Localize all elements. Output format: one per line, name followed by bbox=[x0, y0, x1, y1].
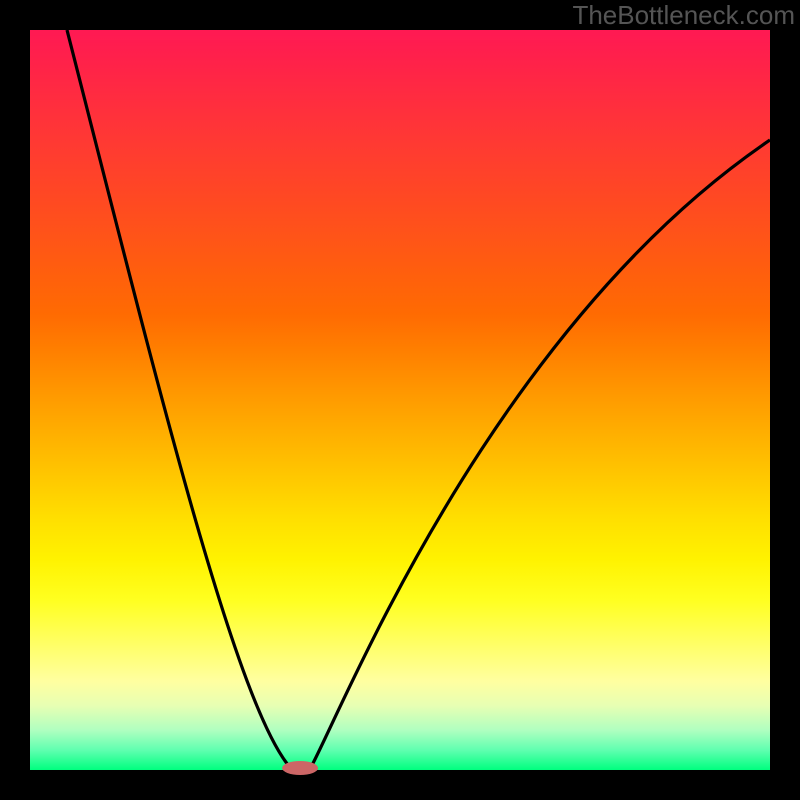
vertex-marker bbox=[282, 761, 318, 775]
chart-container: TheBottleneck.com bbox=[0, 0, 800, 800]
plot-background bbox=[30, 30, 770, 770]
bottleneck-chart: TheBottleneck.com bbox=[0, 0, 800, 800]
watermark-text: TheBottleneck.com bbox=[572, 0, 795, 30]
